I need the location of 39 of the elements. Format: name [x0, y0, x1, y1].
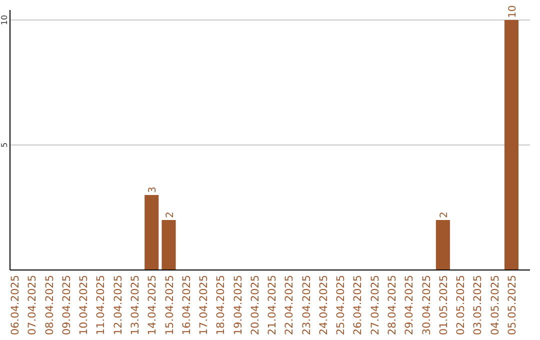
- bar: [144, 195, 159, 270]
- x-tick-label: 06.04.2025: [10, 275, 22, 336]
- x-tick-label: 23.04.2025: [300, 275, 313, 336]
- x-tick-label: 12.04.2025: [112, 275, 124, 336]
- x-tick-label: 08.04.2025: [44, 275, 56, 336]
- x-tick-label: 09.04.2025: [60, 275, 73, 336]
- x-tick-label: 21.04.2025: [266, 275, 279, 336]
- data-label: 3: [148, 186, 159, 193]
- x-tick-label: 11.04.2025: [95, 275, 108, 336]
- x-tick-label: 02.05.2025: [455, 275, 468, 336]
- x-tick-label: 19.04.2025: [232, 275, 244, 336]
- x-tick-label: 28.04.2025: [386, 275, 399, 336]
- x-tick-label: 16.04.2025: [180, 275, 193, 336]
- x-tick-label: 13.04.2025: [129, 275, 142, 336]
- x-tick-label: 27.04.2025: [369, 275, 382, 336]
- x-tick-label: 18.04.2025: [215, 275, 228, 336]
- x-tick-label: 10.04.2025: [78, 275, 90, 336]
- bar: [504, 20, 518, 270]
- data-label: 10: [507, 5, 518, 18]
- x-tick-label: 01.05.2025: [438, 275, 450, 336]
- x-tick-label: 15.04.2025: [164, 275, 176, 336]
- data-label: 2: [438, 212, 450, 218]
- x-tick-label: 07.04.2025: [26, 275, 39, 336]
- bar: [436, 220, 450, 270]
- x-tick-label: 14.04.2025: [146, 275, 159, 336]
- y-tick-label: 5: [0, 142, 9, 148]
- x-tick-label: 26.04.2025: [352, 275, 364, 336]
- x-tick-label: 20.04.2025: [249, 275, 262, 336]
- x-tick-label: 30.04.2025: [420, 275, 433, 336]
- x-tick-label: 05.05.2025: [506, 275, 518, 336]
- x-tick-label: 04.05.2025: [489, 275, 502, 336]
- bar: [162, 220, 176, 270]
- x-tick-label: 22.04.2025: [284, 275, 296, 336]
- data-label: 2: [164, 212, 176, 218]
- x-tick-label: 29.04.2025: [404, 275, 416, 336]
- x-tick-label: 03.05.2025: [472, 275, 484, 336]
- x-tick-label: 17.04.2025: [198, 275, 210, 336]
- x-tick-label: 25.04.2025: [335, 275, 348, 336]
- x-tick-label: 24.04.2025: [318, 275, 330, 336]
